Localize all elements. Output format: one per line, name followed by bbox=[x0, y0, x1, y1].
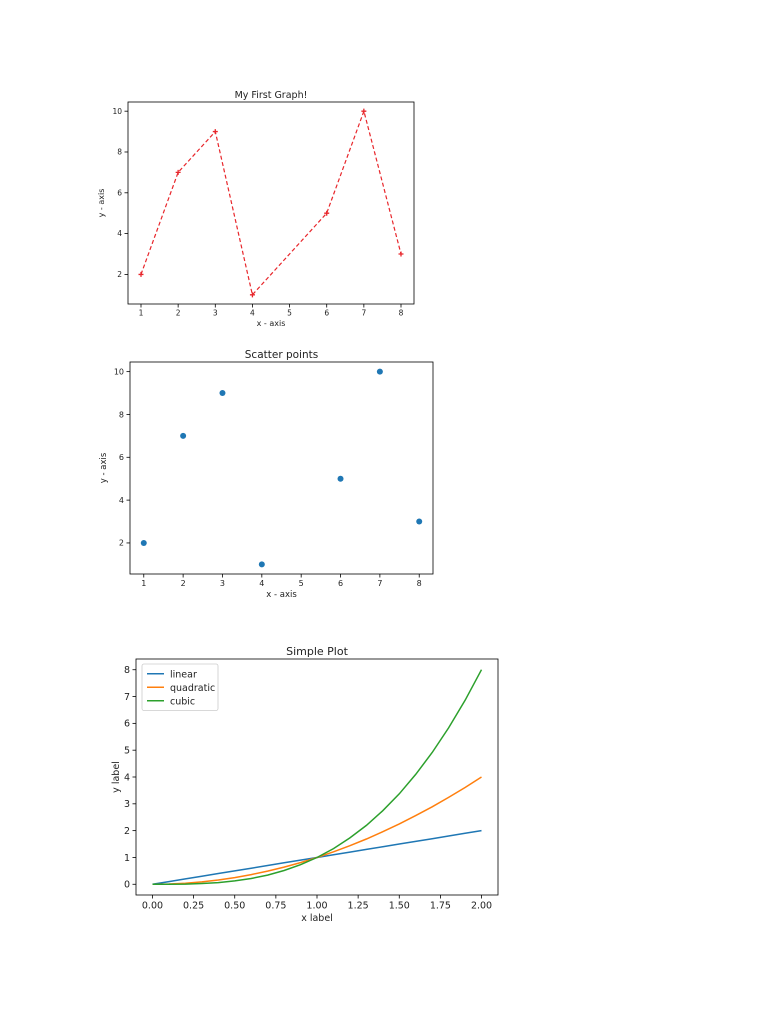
line-chart-figure: My First Graph! 1 2 3 4 5 6 7 8 2 4 6 8 10 x - axis y -… bbox=[92, 84, 422, 334]
x-tick-label: 3 bbox=[213, 309, 218, 318]
y-tick-label: 8 bbox=[124, 665, 130, 676]
x-tick-label: 2 bbox=[176, 309, 181, 318]
y-tick-label: 6 bbox=[117, 188, 122, 197]
x-axis-label: x - axis bbox=[257, 319, 286, 328]
x-tick-label: 1.50 bbox=[389, 901, 410, 912]
x-tick-label: 8 bbox=[417, 579, 422, 588]
y-tick-label: 10 bbox=[114, 367, 124, 376]
legend-label: cubic bbox=[170, 696, 195, 707]
x-tick-label: 4 bbox=[259, 579, 264, 588]
series-line bbox=[140, 109, 402, 297]
y-tick-label: 1 bbox=[124, 853, 130, 864]
x-tick-label: 1.00 bbox=[306, 901, 327, 912]
y-axis-label: y label bbox=[111, 761, 122, 793]
y-tick-label: 6 bbox=[124, 719, 130, 730]
x-tick-label: 1 bbox=[141, 579, 146, 588]
y-axis-label: y - axis bbox=[97, 189, 106, 218]
y-tick-label: 8 bbox=[119, 410, 124, 419]
x-tick-label: 0.75 bbox=[265, 901, 286, 912]
x-axis-label: x - axis bbox=[266, 590, 297, 600]
data-point-marker bbox=[212, 129, 218, 135]
legend-label: linear bbox=[170, 669, 197, 680]
y-tick-label: 4 bbox=[124, 772, 130, 783]
legend-label: quadratic bbox=[170, 683, 215, 694]
x-tick-label: 0.00 bbox=[142, 901, 163, 912]
x-tick-label: 0.25 bbox=[183, 901, 204, 912]
simple-plot-figure: Simple Plot 0.00 0.25 0.50 0.75 1.00 1.25 1.50 1… bbox=[110, 640, 510, 930]
x-tick-label: 7 bbox=[377, 579, 382, 588]
data-point-marker bbox=[138, 271, 144, 277]
x-tick-label: 6 bbox=[324, 309, 329, 318]
series-line-quadratic bbox=[152, 776, 482, 886]
y-tick-label: 5 bbox=[124, 746, 130, 757]
chart-title: Scatter points bbox=[245, 349, 318, 361]
x-tick-label: 1.25 bbox=[348, 901, 369, 912]
x-tick-label: 2.00 bbox=[471, 901, 492, 912]
y-tick-label: 6 bbox=[119, 453, 124, 462]
data-point bbox=[416, 518, 423, 525]
data-point-marker bbox=[361, 108, 367, 114]
legend-box bbox=[141, 663, 219, 711]
x-tick-label: 5 bbox=[287, 309, 292, 318]
y-axis-label: y - axis bbox=[99, 452, 109, 483]
data-point-marker bbox=[249, 292, 255, 298]
scatter-chart: Scatter points 1 2 3 4 5 6 7 8 2 4 6 8 10 x - axis y - … bbox=[99, 349, 434, 600]
chart-title: Simple Plot bbox=[286, 645, 348, 658]
plot-frame bbox=[129, 361, 434, 575]
x-tick-label: 3 bbox=[220, 579, 225, 588]
data-point-marker bbox=[324, 210, 330, 216]
y-tick-label: 3 bbox=[124, 799, 130, 810]
x-tick-label: 2 bbox=[181, 579, 186, 588]
data-point-marker bbox=[398, 251, 404, 257]
simple-plot-chart: Simple Plot 0.00 0.25 0.50 0.75 1.00 1.25 1.50 1… bbox=[111, 645, 499, 924]
x-tick-label: 8 bbox=[399, 309, 404, 318]
data-point-marker bbox=[175, 169, 181, 175]
x-tick-label: 5 bbox=[299, 579, 304, 588]
data-point bbox=[219, 390, 226, 397]
x-tick-label: 6 bbox=[338, 579, 343, 588]
x-axis-label: x label bbox=[301, 913, 333, 924]
line-chart: My First Graph! 1 2 3 4 5 6 7 8 2 4 6 8 10 x - axis y -… bbox=[97, 90, 415, 328]
data-point bbox=[376, 368, 383, 375]
y-tick-label: 4 bbox=[117, 229, 122, 238]
chart-title: My First Graph! bbox=[235, 90, 308, 101]
y-tick-label: 2 bbox=[117, 270, 122, 279]
scatter-chart-figure: Scatter points 1 2 3 4 5 6 7 8 2 4 6 8 10 x - axis y - … bbox=[92, 344, 462, 606]
y-tick-label: 10 bbox=[112, 107, 122, 116]
x-tick-label: 7 bbox=[361, 309, 366, 318]
y-tick-label: 2 bbox=[119, 539, 124, 548]
y-tick-label: 2 bbox=[124, 826, 130, 837]
plot-frame bbox=[127, 101, 415, 305]
data-point bbox=[180, 432, 187, 439]
y-tick-label: 8 bbox=[117, 148, 122, 157]
data-point bbox=[258, 561, 265, 568]
series-line-cubic bbox=[152, 669, 483, 886]
x-tick-label: 1.75 bbox=[430, 901, 451, 912]
x-tick-label: 0.50 bbox=[224, 901, 245, 912]
y-tick-label: 4 bbox=[119, 496, 124, 505]
data-point bbox=[337, 475, 344, 482]
x-tick-label: 1 bbox=[139, 309, 144, 318]
y-tick-label: 7 bbox=[124, 692, 130, 703]
x-tick-label: 4 bbox=[250, 309, 255, 318]
data-point bbox=[140, 539, 147, 546]
y-tick-label: 0 bbox=[124, 880, 130, 891]
